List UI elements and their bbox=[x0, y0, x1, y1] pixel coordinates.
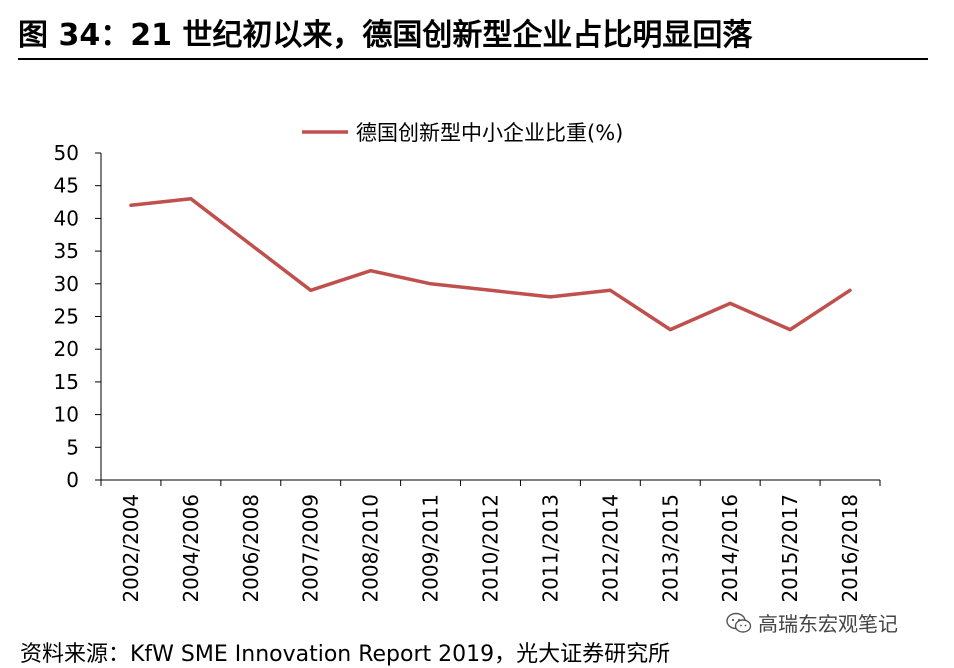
legend-label: 德国创新型中小企业比重(%) bbox=[356, 121, 623, 145]
data-point bbox=[129, 203, 133, 207]
data-point bbox=[788, 328, 792, 332]
source-note: 资料来源：KfW SME Innovation Report 2019，光大证券… bbox=[20, 642, 671, 667]
x-tick-label: 2002/2004 bbox=[119, 494, 143, 603]
data-point bbox=[429, 282, 433, 286]
y-tick-label: 35 bbox=[54, 239, 79, 263]
x-tick-label: 2008/2010 bbox=[359, 494, 383, 603]
x-tick-label: 2007/2009 bbox=[299, 494, 323, 603]
data-point bbox=[489, 288, 492, 292]
x-tick-label: 2010/2012 bbox=[479, 494, 503, 603]
y-tick-label: 15 bbox=[54, 370, 79, 394]
data-point bbox=[189, 197, 193, 201]
y-tick-label: 20 bbox=[54, 337, 79, 361]
x-tick-label: 2011/2013 bbox=[538, 494, 562, 603]
wechat-icon bbox=[726, 612, 752, 633]
x-tick-label: 2014/2016 bbox=[718, 494, 742, 603]
page-title: 图 34：21 世纪初以来，德国创新型企业占比明显回落 bbox=[18, 18, 753, 53]
data-point bbox=[249, 243, 253, 247]
x-tick-label: 2012/2014 bbox=[598, 494, 622, 603]
watermark: 高瑞东宏观笔记 bbox=[726, 608, 898, 637]
data-point bbox=[728, 301, 732, 305]
y-tick-label: 0 bbox=[66, 468, 79, 492]
y-tick-label: 50 bbox=[54, 141, 79, 165]
x-tick-label: 2004/2006 bbox=[179, 494, 203, 603]
legend: 德国创新型中小企业比重(%) bbox=[302, 121, 623, 145]
series-group bbox=[129, 197, 852, 332]
x-tick-label: 2009/2011 bbox=[419, 494, 443, 603]
data-point bbox=[848, 288, 852, 292]
data-point bbox=[548, 295, 552, 299]
x-axis: 2002/2004 2004/2006 2006/2008 2007/2009 2008… bbox=[100, 479, 881, 603]
title-divider bbox=[18, 58, 928, 60]
data-point bbox=[369, 269, 373, 273]
x-tick-label: 2016/2018 bbox=[838, 494, 862, 603]
y-tick-label: 25 bbox=[54, 305, 79, 329]
x-tick-label: 2015/2017 bbox=[778, 494, 802, 603]
y-tick-label: 30 bbox=[54, 272, 79, 296]
y-tick-label: 10 bbox=[54, 403, 79, 427]
y-axis: 0 5 10 15 20 25 30 35 40 45 50 bbox=[54, 141, 102, 492]
x-tick-label: 2013/2015 bbox=[658, 494, 682, 603]
data-point bbox=[668, 328, 672, 332]
series-line bbox=[129, 197, 852, 332]
x-tick-label: 2006/2008 bbox=[239, 494, 263, 603]
y-tick-label: 40 bbox=[54, 206, 79, 230]
y-tick-label: 45 bbox=[54, 174, 79, 198]
data-point bbox=[309, 288, 313, 292]
watermark-text: 高瑞东宏观笔记 bbox=[758, 612, 898, 636]
y-tick-label: 5 bbox=[66, 435, 79, 459]
data-point bbox=[608, 288, 612, 292]
